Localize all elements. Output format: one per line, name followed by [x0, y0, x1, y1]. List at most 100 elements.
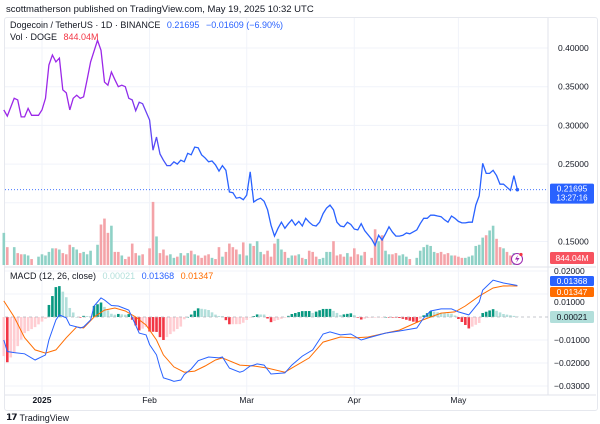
histogram-bar — [30, 317, 33, 330]
histogram-bar — [467, 317, 471, 329]
volume-bar — [40, 254, 44, 265]
histogram-bar — [82, 315, 85, 317]
volume-bar — [470, 255, 474, 265]
volume-bar — [266, 250, 269, 265]
volume-bar — [290, 255, 294, 265]
volume-bar — [300, 257, 304, 265]
macd-title: MACD (12, 26, close) — [10, 271, 97, 281]
histogram-bar — [134, 317, 137, 326]
volume-bar — [505, 251, 509, 265]
histogram-bar — [453, 315, 457, 317]
volume-bar — [110, 225, 113, 265]
histogram-bar — [182, 317, 186, 320]
volume-bar — [477, 244, 481, 265]
symbol-title: Dogecoin / TetherUS · 1D · BINANCE — [10, 20, 161, 30]
volume-bar — [58, 249, 61, 265]
histogram-bar — [300, 311, 304, 317]
volume-bar — [169, 254, 172, 265]
volume-bar — [103, 218, 106, 265]
volume-bar — [325, 251, 328, 265]
volume-bar — [186, 253, 190, 265]
volume-bar — [450, 255, 453, 265]
volume-legend[interactable]: Vol · DOGE 844.04M — [10, 32, 103, 42]
histogram-bar — [512, 315, 516, 317]
histogram-bar — [443, 313, 446, 317]
volume-bar — [71, 247, 75, 265]
histogram-bar — [210, 312, 214, 317]
macd-legend[interactable]: MACD (12, 26, close) 0.00021 0.01368 0.0… — [10, 271, 217, 281]
volume-bar — [210, 257, 214, 265]
histogram-bar — [325, 308, 328, 317]
volume-bar — [262, 254, 266, 265]
histogram-bar — [280, 317, 283, 319]
macd-line — [3, 279, 518, 382]
histogram-bar — [40, 317, 44, 322]
volume-bar — [61, 253, 65, 265]
volume-bar — [182, 255, 186, 265]
histogram-bar — [401, 317, 405, 319]
volume-bar — [453, 255, 457, 265]
histogram-bar — [460, 317, 464, 322]
volume-bar — [422, 247, 425, 265]
price-line — [3, 38, 519, 247]
volume-bar — [446, 253, 450, 265]
lightning-icon[interactable] — [511, 252, 523, 265]
volume-bar — [44, 255, 47, 265]
volume-bar — [443, 254, 446, 265]
histogram-bar — [304, 311, 308, 317]
histogram-bar — [221, 316, 224, 317]
histogram-bar — [273, 317, 276, 322]
volume-bar — [37, 256, 40, 265]
histogram-bar — [405, 317, 408, 320]
histogram-bar — [495, 310, 498, 317]
volume-bar — [488, 230, 491, 265]
histogram-bar — [283, 317, 287, 318]
tradingview-footer[interactable]: 𝟭𝟳 TradingView — [6, 412, 69, 423]
volume-bar — [196, 255, 200, 265]
volume-bar — [141, 254, 144, 265]
histogram-bar — [380, 317, 384, 318]
histogram-bar — [470, 317, 474, 327]
histogram-bar — [120, 314, 124, 317]
volume-bar — [484, 235, 488, 265]
histogram-bar — [484, 311, 488, 317]
macd-tick-label: 0.01000 — [554, 297, 585, 307]
volume-bar — [356, 254, 360, 265]
time-axis[interactable]: 2025 Feb Mar Apr May — [33, 395, 468, 405]
histogram-bar — [464, 317, 467, 325]
histogram-bar — [193, 310, 196, 317]
volume-bar — [51, 248, 54, 265]
histogram-value-label: 0.00021 — [557, 312, 588, 322]
histogram-bar — [262, 314, 266, 317]
volume-bar — [224, 251, 228, 265]
volume-bar — [248, 243, 252, 265]
histogram-bar — [16, 317, 20, 347]
histogram-bar — [228, 317, 231, 325]
histogram-bar — [207, 310, 210, 317]
volume-bar — [231, 247, 235, 265]
volume-bar — [457, 256, 460, 265]
macd-axis[interactable]: 0.02000 0.01000 −0.01000 −0.02000 −0.03000 — [554, 266, 590, 391]
volume-bar — [297, 254, 301, 265]
price-axis[interactable]: 0.40000 0.35000 0.30000 0.25000 0.15000 — [558, 43, 589, 247]
histogram-bar — [162, 317, 165, 340]
volume-bar — [78, 253, 82, 265]
histogram-bar — [110, 313, 113, 317]
histogram-bar — [71, 312, 75, 317]
histogram-bar — [366, 317, 370, 318]
histogram-bar — [505, 314, 509, 317]
volume-bar — [464, 257, 467, 265]
volume-bar — [12, 247, 16, 265]
volume-bar — [137, 255, 141, 265]
signal-value-label: 0.01347 — [557, 287, 588, 297]
volume-bar — [6, 247, 9, 265]
macd-signal-value: 0.01347 — [180, 271, 214, 281]
histogram-bar — [491, 309, 495, 317]
histogram-bar — [61, 291, 65, 317]
histogram-bar — [391, 317, 394, 318]
volume-bar — [245, 255, 249, 265]
histogram-label-badge: 0.00021 — [550, 311, 594, 323]
histogram-bar — [78, 317, 82, 318]
symbol-legend[interactable]: Dogecoin / TetherUS · 1D · BINANCE 0.216… — [10, 20, 287, 30]
